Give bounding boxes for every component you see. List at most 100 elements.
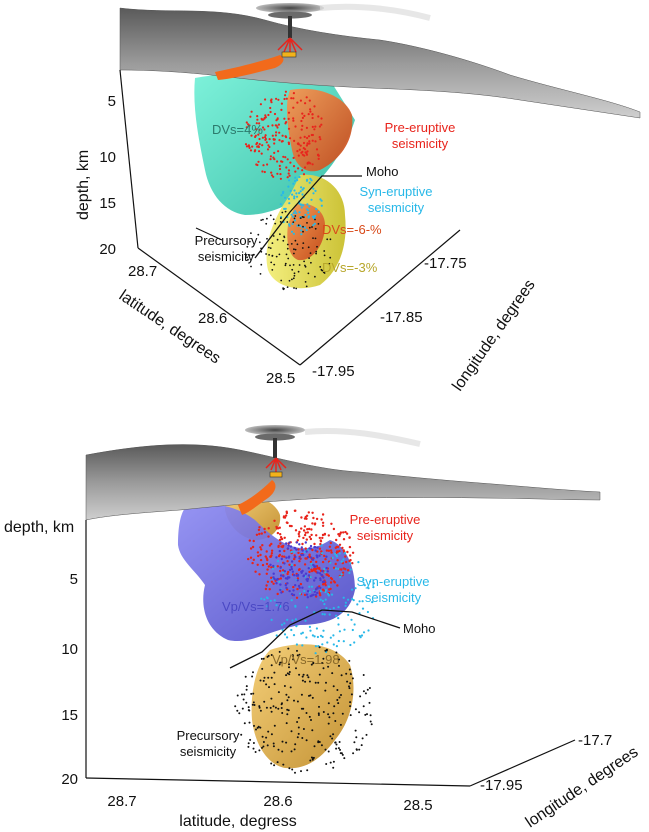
seismic-event-dot [252,701,255,704]
seismic-event-dot [326,573,329,576]
seismic-event-dot [266,580,270,583]
seismic-event-dot [348,668,351,671]
seismic-event-dot [306,674,309,677]
seismic-event-dot [268,246,270,249]
seismic-event-dot [288,541,291,544]
seismic-event-dot [280,279,283,282]
seismic-event-dot [305,152,308,155]
seismic-event-dot [288,666,290,669]
seismic-event-dot [249,738,252,741]
seismic-event-dot [315,560,318,564]
lat-tick-28.5-top: 28.5 [266,370,295,387]
seismic-event-dot [296,539,299,542]
seismic-event-dot [304,148,307,151]
seismic-event-dot [289,161,292,164]
seismic-event-dot [287,544,290,547]
seismic-event-dot [331,672,334,675]
seismic-event-dot [304,541,307,544]
seismic-event-dot [303,226,307,229]
seismic-event-dot [269,599,272,602]
seismic-event-dot [267,676,270,679]
seismic-event-dot [265,683,268,686]
seismic-event-dot [279,574,283,577]
seismic-event-dot [295,212,298,215]
seismic-event-dot [296,587,299,591]
seismic-event-dot [332,634,335,637]
seismic-event-dot [266,237,268,240]
seismic-event-dot [311,634,314,637]
seismic-event-dot [305,739,308,742]
seismic-event-dot [353,641,356,644]
seismic-event-dot [304,264,306,267]
seismic-event-dot [293,550,296,554]
seismic-event-dot [298,543,301,546]
seismic-event-dot [349,714,352,717]
seismic-event-dot [249,547,253,550]
seismic-event-dot [248,721,251,724]
seismic-event-dot [272,742,275,745]
seismic-event-dot [326,238,329,241]
seismic-event-dot [305,228,308,232]
seismic-event-dot [311,558,315,561]
seismic-event-dot [317,714,320,716]
seismic-event-dot [305,144,308,147]
seismic-event-dot [274,222,277,225]
seismic-event-dot [294,584,297,587]
seismic-event-dot [290,565,293,569]
seismic-event-dot [258,143,261,146]
seismic-event-dot [345,532,349,535]
seismic-event-dot [307,246,310,249]
seismic-event-dot [294,529,298,532]
seismic-event-dot [250,110,253,113]
seismic-event-dot [321,580,325,584]
lat-tick-28.7-top: 28.7 [128,263,157,280]
seismic-event-dot [302,529,306,532]
seismic-event-dot [291,278,293,281]
seismic-event-dot [320,117,323,120]
seismic-event-dot [293,272,296,275]
seismic-event-dot [279,566,282,569]
seismic-event-dot [303,114,306,117]
seismic-event-dot [330,551,333,554]
seismic-event-dot [351,628,354,632]
seismic-event-dot [321,643,324,646]
seismic-event-dot [269,706,272,709]
seismic-event-dot [320,573,323,577]
seismic-event-dot [321,570,324,573]
seismic-event-dot [321,269,324,272]
seismic-event-dot [287,556,291,559]
seismic-event-dot [333,705,336,708]
pre-eruptive-label-top: Pre-eruptive seismicity [385,120,456,151]
seismic-event-dot [279,542,282,545]
seismic-event-dot [296,579,299,582]
seismic-event-dot [340,568,343,571]
seismic-event-dot [313,222,316,225]
seismic-event-dot [282,575,285,578]
seismic-event-dot [284,262,287,265]
seismic-event-dot [304,619,307,622]
seismic-event-dot [245,688,248,691]
lon-tick-17.7-bottom: -17.7 [578,732,612,749]
seismic-event-dot [316,571,319,574]
seismic-event-dot [282,155,285,158]
seismic-event-dot [314,576,317,580]
seismic-event-dot [310,663,313,666]
seismic-event-dot [298,557,301,560]
seismic-event-dot [298,202,301,205]
seismic-event-dot [312,757,314,760]
seismic-event-dot [294,248,297,251]
seismic-event-dot [351,597,354,601]
seismic-event-dot [261,746,263,749]
seismic-event-dot [247,258,249,261]
seismic-event-dot [339,532,342,536]
seismic-event-dot [303,593,307,597]
seismic-event-dot [308,535,311,539]
seismic-event-dot [290,730,293,733]
seismic-event-dot [299,136,302,139]
seismic-event-dot [283,562,286,565]
seismic-event-dot [332,712,335,715]
seismic-event-dot [351,588,354,591]
seismic-event-dot [352,752,355,755]
seismic-event-dot [290,550,293,554]
seismic-event-dot [301,169,304,172]
